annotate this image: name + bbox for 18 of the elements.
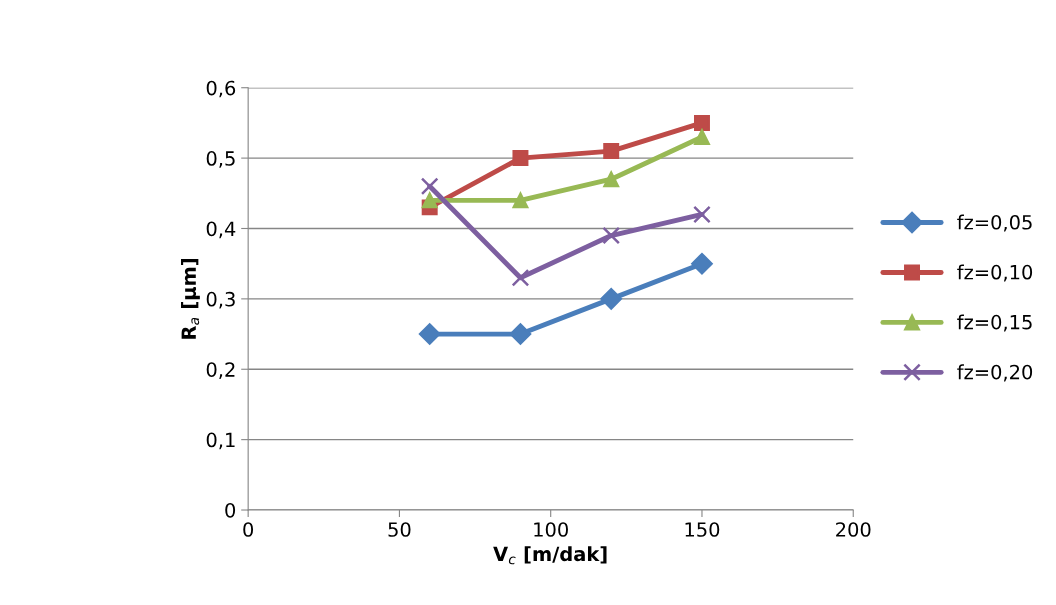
y-tick-label: 0,2 xyxy=(206,362,235,379)
legend-label: fz=0,20 xyxy=(957,364,1033,382)
x-tick-label: 0 xyxy=(243,522,254,537)
y-tick-label: 0,4 xyxy=(206,221,236,239)
y-tick-label: 0,1 xyxy=(206,432,235,450)
legend-label: fz=0,15 xyxy=(957,314,1032,332)
y-axis-title: R$_{a}$ [µm] xyxy=(181,259,200,339)
y-tick-label: 0,3 xyxy=(206,291,235,309)
y-tick-label: 0,5 xyxy=(206,151,235,168)
x-tick-label: 50 xyxy=(388,522,411,537)
legend-label: fz=0,05 xyxy=(957,214,1032,232)
x-tick-label: 150 xyxy=(685,522,720,537)
y-tick-label: 0 xyxy=(225,502,236,518)
x-axis-title: V$_{c}$ [m/dak] xyxy=(493,546,607,565)
x-tick-label: 100 xyxy=(534,522,568,537)
legend-label: fz=0,10 xyxy=(957,264,1033,282)
x-tick-label: 200 xyxy=(836,522,871,537)
y-tick-label: 0,6 xyxy=(206,80,236,98)
